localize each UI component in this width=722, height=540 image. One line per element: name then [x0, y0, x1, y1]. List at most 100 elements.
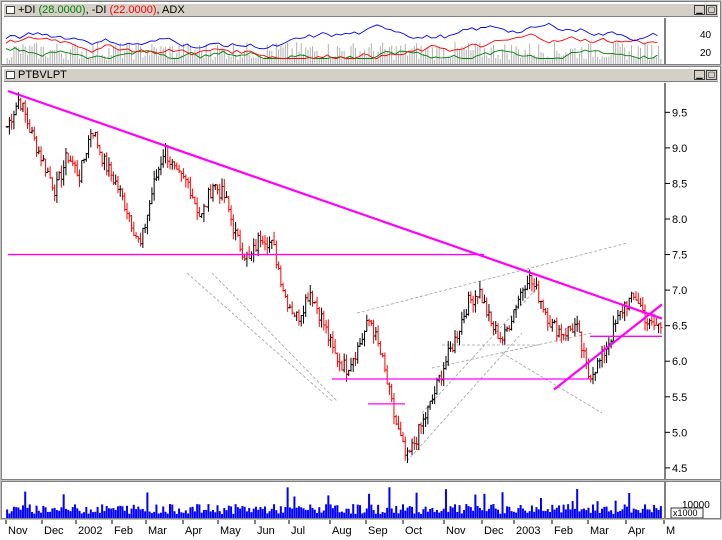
- price-bar: [247, 246, 251, 259]
- volume-panel: 10000 x1000: [1, 481, 721, 519]
- x-tick-label: May: [220, 525, 241, 537]
- price-bar: [193, 196, 197, 205]
- symbol-label: PTBVLPT: [18, 69, 67, 81]
- price-bar: [114, 174, 118, 186]
- guide-line: [501, 352, 603, 414]
- price-bar: [168, 156, 172, 170]
- price-bar: [197, 207, 201, 217]
- indicator-ytick: 20: [700, 48, 712, 59]
- x-tick-label: Apr: [185, 525, 202, 537]
- price-bar: [48, 166, 52, 179]
- trendline[interactable]: [553, 303, 663, 391]
- price-bar: [367, 318, 371, 327]
- price-bar: [37, 146, 41, 155]
- panel-menu-icon[interactable]: [6, 71, 15, 79]
- price-bar: [458, 330, 462, 346]
- price-bar: [406, 447, 410, 464]
- minus-di-value: (22.0000): [109, 4, 157, 16]
- guide-line: [421, 287, 538, 414]
- price-bar: [596, 358, 600, 374]
- price-ytick: 8.0: [672, 214, 687, 226]
- price-bar: [258, 230, 262, 248]
- price-bar: [179, 170, 183, 182]
- guide-line: [186, 272, 333, 402]
- price-bar: [120, 188, 124, 201]
- price-bar: [118, 185, 122, 197]
- price-chart: 9.5 9.0 8.5 8.0 7.5 7.0 6.5 6.0 5.5 5.0 4.5: [5, 83, 687, 479]
- price-bar: [390, 383, 394, 403]
- price-bar: [261, 235, 265, 245]
- price-bar: [132, 221, 136, 237]
- price-bar: [546, 307, 550, 331]
- price-bar: [252, 238, 256, 263]
- price-bar: [541, 299, 545, 313]
- trendline[interactable]: [7, 89, 663, 320]
- price-bar: [611, 315, 615, 342]
- price-ytick: 7.5: [672, 250, 687, 262]
- price-bar: [315, 296, 319, 315]
- price-bar: [30, 126, 34, 134]
- price-bar: [469, 291, 473, 304]
- price-bar: [498, 331, 502, 343]
- price-bar: [387, 382, 391, 395]
- price-bar: [25, 107, 29, 129]
- price-bar: [632, 292, 636, 301]
- minimize-button[interactable]: ▁: [694, 5, 705, 15]
- plus-di-value: (28.0000): [38, 4, 86, 16]
- adx-line: [5, 22, 658, 50]
- price-bar: [534, 277, 538, 290]
- price-bar: [383, 352, 387, 373]
- price-bar: [297, 309, 301, 326]
- price-bar: [548, 315, 552, 328]
- price-bar: [396, 415, 400, 430]
- price-bar: [14, 102, 18, 116]
- price-ytick: 8.5: [672, 178, 687, 190]
- price-bar: [374, 327, 378, 341]
- price-bar: [648, 318, 652, 329]
- maximize-button[interactable]: ▢: [706, 5, 717, 15]
- price-bar: [401, 431, 405, 443]
- price-bar: [480, 288, 484, 304]
- price-ytick: 6.5: [672, 321, 687, 333]
- price-bar: [363, 330, 367, 347]
- price-bar: [501, 336, 505, 345]
- x-tick-label: 2003: [516, 525, 540, 537]
- price-bar: [378, 340, 382, 356]
- price-bar: [182, 168, 186, 179]
- x-tick-label: Aug: [332, 525, 352, 537]
- plus_di-line: [5, 47, 658, 59]
- price-bar: [159, 156, 163, 176]
- minimize-button[interactable]: ▁: [694, 70, 705, 80]
- price-bar: [620, 304, 624, 319]
- price-bar: [105, 152, 109, 176]
- price-bar: [170, 158, 174, 170]
- price-bar: [654, 317, 658, 326]
- price-titlebar[interactable]: PTBVLPT ▁ ▢: [4, 69, 718, 82]
- price-bar: [28, 119, 32, 133]
- x-tick-label: 2002: [78, 525, 102, 537]
- x-tick-label: Jun: [257, 525, 275, 537]
- price-bar: [424, 412, 428, 428]
- price-bar: [166, 144, 170, 169]
- x-tick-label: Sep: [368, 525, 388, 537]
- price-bar: [150, 187, 154, 205]
- volume-ytick: 10000: [682, 500, 710, 511]
- panel-menu-icon[interactable]: [6, 6, 15, 14]
- price-bar: [206, 187, 210, 212]
- price-bar: [55, 171, 59, 203]
- price-bar: [87, 135, 91, 159]
- price-bar: [333, 339, 337, 354]
- price-bar: [392, 393, 396, 425]
- price-bar: [21, 102, 25, 113]
- price-bar: [59, 165, 63, 188]
- indicator-titlebar[interactable]: +DI (28.0000), -DI (22.0000), ADX ▁ ▢: [4, 4, 718, 17]
- price-bar: [44, 158, 48, 177]
- price-bar: [507, 325, 511, 332]
- price-bar: [186, 177, 190, 189]
- maximize-button[interactable]: ▢: [706, 70, 717, 80]
- x-tick-label: Dec: [44, 525, 64, 537]
- price-bar: [272, 231, 276, 246]
- price-bar: [351, 357, 355, 372]
- x-tick-label: Mar: [148, 525, 167, 537]
- price-bar: [381, 353, 385, 358]
